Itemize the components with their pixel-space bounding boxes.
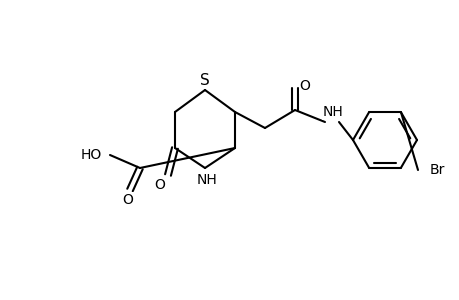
Text: O: O <box>154 178 165 192</box>
Text: Br: Br <box>429 163 444 177</box>
Text: HO: HO <box>81 148 102 162</box>
Text: S: S <box>200 73 209 88</box>
Text: NH: NH <box>322 105 343 119</box>
Text: O: O <box>299 79 310 93</box>
Text: O: O <box>122 193 133 207</box>
Text: NH: NH <box>196 173 217 187</box>
